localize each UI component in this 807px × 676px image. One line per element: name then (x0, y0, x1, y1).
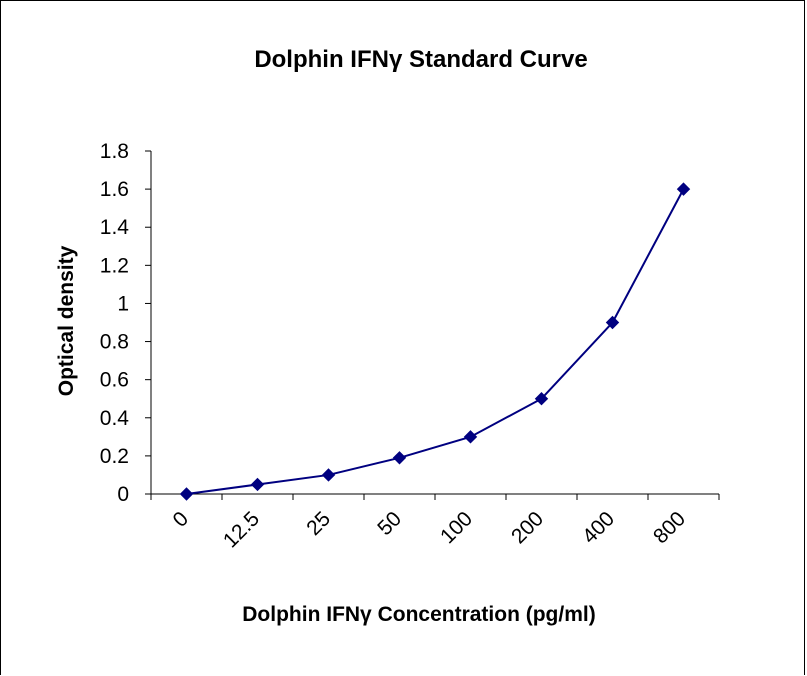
x-tick-label: 0 (169, 507, 194, 532)
y-tick-label: 0.6 (100, 369, 129, 392)
data-point-50 (392, 451, 407, 465)
data-point-800 (676, 182, 691, 196)
x-tick-label: 400 (578, 507, 619, 548)
chart-title: Dolphin IFNγ Standard Curve (254, 46, 587, 73)
y-tick-label: 0.8 (100, 331, 129, 354)
y-tick-label: 1.8 (100, 140, 129, 163)
x-tick-label: 12.5 (219, 507, 264, 552)
y-tick-label: 0 (117, 483, 129, 506)
data-point-400 (605, 315, 620, 330)
y-tick-labels: 0 0.2 0.4 0.6 0.8 1 1.2 1.4 1.6 1.8 (100, 140, 130, 506)
x-tick-label: 50 (373, 507, 406, 540)
axes (145, 150, 720, 500)
y-axis-title: Optical density (55, 245, 78, 396)
series-line (186, 188, 685, 495)
data-point-12.5 (250, 477, 265, 492)
x-tick-label: 800 (649, 507, 690, 548)
data-point-25 (321, 468, 336, 482)
y-tick-label: 0.4 (100, 407, 130, 430)
data-point-200 (534, 392, 549, 406)
x-tick-label: 25 (302, 507, 335, 540)
x-axis-title: Dolphin IFNγ Concentration (pg/ml) (242, 603, 595, 626)
y-tick-label: 0.2 (100, 445, 129, 468)
x-tick-labels: 0 12.5 25 50 100 200 400 800 (169, 507, 691, 552)
y-tick-label: 1.4 (100, 216, 130, 239)
y-tick-label: 1 (117, 292, 129, 315)
data-series (179, 182, 691, 501)
y-tick-label: 1.2 (100, 254, 129, 277)
y-tick-label: 1.6 (100, 178, 129, 201)
data-point-0 (179, 487, 194, 501)
data-point-100 (463, 430, 478, 444)
x-tick-label: 200 (507, 507, 548, 548)
x-tick-label: 100 (436, 507, 477, 548)
